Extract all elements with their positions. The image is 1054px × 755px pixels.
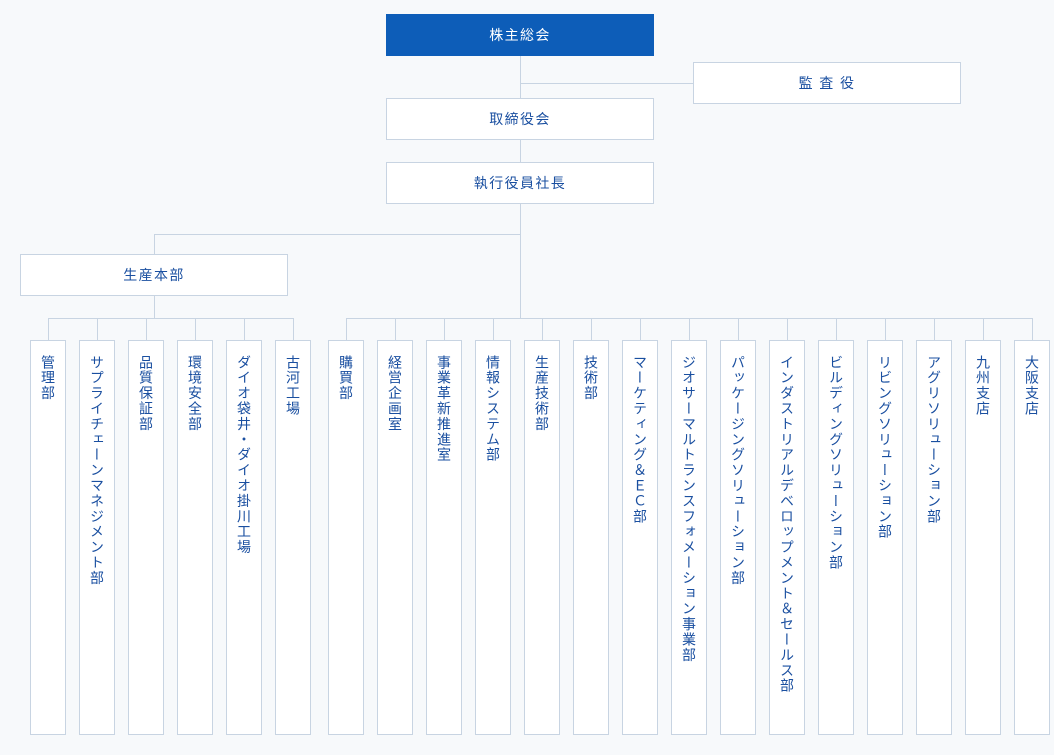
prod-dept-2-label: 品質保証部 [136, 355, 156, 432]
connector-v [983, 318, 984, 340]
dept-6: マーケティング＆ＥＣ部 [622, 340, 658, 735]
connector-v [640, 318, 641, 340]
dept-7-label: ジオサーマルトランスフォメーション事業部 [679, 355, 699, 663]
connector-v [787, 318, 788, 340]
connector-v [444, 318, 445, 340]
auditor-label: 監 査 役 [799, 73, 856, 93]
dept-11: リビングソリューション部 [867, 340, 903, 735]
prod-dept-2: 品質保証部 [128, 340, 164, 735]
dept-11-label: リビングソリューション部 [875, 355, 895, 540]
dept-8: パッケージングソリューション部 [720, 340, 756, 735]
connector-v [542, 318, 543, 340]
dept-1-label: 経営企画室 [385, 355, 405, 432]
dept-12: アグリソリューション部 [916, 340, 952, 735]
connector-v [146, 318, 147, 340]
connector-v [689, 318, 690, 340]
dept-14-label: 大阪支店 [1022, 355, 1042, 417]
connector-v [520, 204, 521, 234]
connector-h [48, 318, 293, 319]
connector-h [154, 234, 520, 235]
prod-dept-4-label: ダイオ袋井・ダイオ掛川工場 [234, 355, 254, 555]
prod-dept-4: ダイオ袋井・ダイオ掛川工場 [226, 340, 262, 735]
prod-dept-1-label: サプライチェーンマネジメント部 [87, 355, 107, 586]
dept-0-label: 購買部 [336, 355, 356, 401]
dept-14: 大阪支店 [1014, 340, 1050, 735]
dept-9: インダストリアルデベロップメント＆セールス部 [769, 340, 805, 735]
connector-v [885, 318, 886, 340]
prod-dept-0: 管理部 [30, 340, 66, 735]
shareholders: 株主総会 [386, 14, 654, 56]
production-hq: 生産本部 [20, 254, 288, 296]
dept-8-label: パッケージングソリューション部 [728, 355, 748, 586]
dept-2: 事業革新推進室 [426, 340, 462, 735]
dept-0: 購買部 [328, 340, 364, 735]
prod-dept-5: 古河工場 [275, 340, 311, 735]
connector-v [520, 140, 521, 162]
connector-v [591, 318, 592, 340]
dept-2-label: 事業革新推進室 [434, 355, 454, 463]
connector-v [520, 56, 521, 98]
dept-6-label: マーケティング＆ＥＣ部 [630, 355, 650, 524]
prod-dept-3-label: 環境安全部 [185, 355, 205, 432]
connector-v [244, 318, 245, 340]
dept-5-label: 技術部 [581, 355, 601, 401]
connector-v [154, 296, 155, 318]
dept-13-label: 九州支店 [973, 355, 993, 417]
dept-10: ビルディングソリューション部 [818, 340, 854, 735]
connector-v [293, 318, 294, 340]
prod-dept-3: 環境安全部 [177, 340, 213, 735]
prod-dept-0-label: 管理部 [38, 355, 58, 401]
dept-4-label: 生産技術部 [532, 355, 552, 432]
dept-9-label: インダストリアルデベロップメント＆セールス部 [777, 355, 797, 694]
connector-v [1032, 318, 1033, 340]
connector-v [836, 318, 837, 340]
president: 執行役員社長 [386, 162, 654, 204]
auditor: 監 査 役 [693, 62, 961, 104]
board-label: 取締役会 [489, 109, 551, 129]
dept-1: 経営企画室 [377, 340, 413, 735]
connector-v [395, 318, 396, 340]
connector-v [48, 318, 49, 340]
dept-4: 生産技術部 [524, 340, 560, 735]
dept-3: 情報システム部 [475, 340, 511, 735]
shareholders-label: 株主総会 [489, 25, 551, 45]
connector-h [520, 83, 693, 84]
production-hq-label: 生産本部 [123, 265, 185, 285]
board: 取締役会 [386, 98, 654, 140]
connector-v [934, 318, 935, 340]
connector-v [520, 234, 521, 318]
dept-13: 九州支店 [965, 340, 1001, 735]
prod-dept-1: サプライチェーンマネジメント部 [79, 340, 115, 735]
connector-v [738, 318, 739, 340]
org-chart: 株主総会取締役会執行役員社長 監 査 役生産本部管理部 サプライチェーンマネジメント… [0, 0, 1054, 755]
connector-v [195, 318, 196, 340]
dept-7: ジオサーマルトランスフォメーション事業部 [671, 340, 707, 735]
connector-v [154, 234, 155, 254]
dept-10-label: ビルディングソリューション部 [826, 355, 846, 571]
dept-5: 技術部 [573, 340, 609, 735]
connector-v [97, 318, 98, 340]
prod-dept-5-label: 古河工場 [283, 355, 303, 417]
connector-v [493, 318, 494, 340]
connector-v [346, 318, 347, 340]
president-label: 執行役員社長 [474, 173, 566, 193]
dept-12-label: アグリソリューション部 [924, 355, 944, 524]
dept-3-label: 情報システム部 [483, 355, 503, 463]
